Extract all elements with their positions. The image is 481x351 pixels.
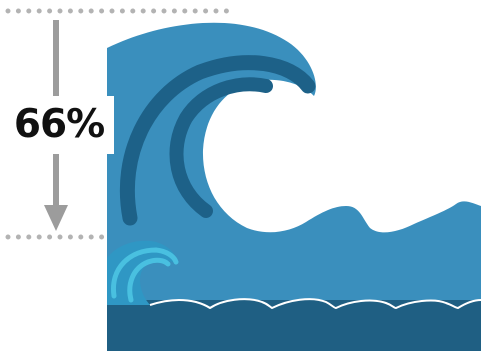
- sea-surface: [107, 300, 481, 351]
- height-percentage-label: 66%: [4, 96, 114, 154]
- small-wave-icon: [107, 240, 177, 305]
- sea-crest-line: [149, 298, 481, 309]
- big-wave-inner-curl: [169, 77, 273, 218]
- big-wave-outer-curl: [119, 55, 316, 226]
- down-arrow-icon: [44, 205, 68, 231]
- small-wave-inner-curl: [127, 257, 171, 303]
- small-wave-outer-curl: [111, 247, 179, 299]
